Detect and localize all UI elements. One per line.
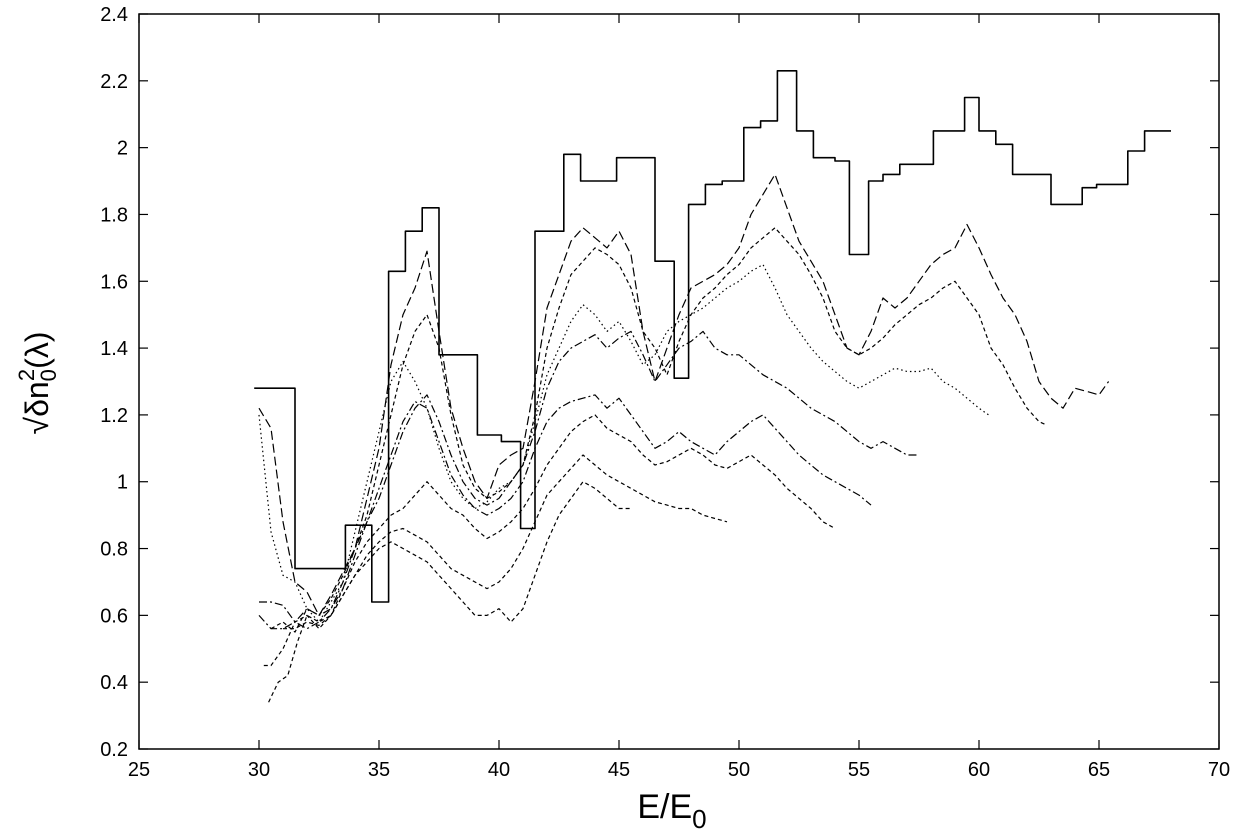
y-tick-label: 0.8 bbox=[100, 539, 128, 561]
x-tick-label: 55 bbox=[848, 759, 870, 781]
y-tick-label: 2.4 bbox=[100, 4, 128, 26]
series-line-5 bbox=[258, 330, 919, 630]
y-axis-label-tail: (λ) bbox=[19, 332, 55, 369]
series-layer bbox=[254, 70, 1171, 703]
series-line-4 bbox=[258, 264, 989, 623]
y-axis-label-subscript: 0 bbox=[36, 369, 61, 381]
y-axis-label-sqrt: √ bbox=[19, 416, 55, 434]
y-tick-label: 1.4 bbox=[100, 338, 128, 360]
x-axis-label-subscript: 0 bbox=[692, 804, 706, 834]
y-tick-label: 0.2 bbox=[100, 739, 128, 761]
series-line-3 bbox=[270, 227, 1047, 633]
series-line-1 bbox=[254, 70, 1171, 603]
x-tick-label: 35 bbox=[368, 759, 390, 781]
y-tick-label: 2 bbox=[117, 138, 128, 160]
y-tick-label: 1.2 bbox=[100, 405, 128, 427]
x-axis: 25 30 35 40 45 50 55 60 65 70 bbox=[128, 14, 1230, 781]
series-line-9 bbox=[283, 481, 631, 630]
x-tick-label: 30 bbox=[248, 759, 270, 781]
x-tick-label: 60 bbox=[968, 759, 990, 781]
series-line-7 bbox=[263, 414, 836, 667]
y-tick-label: 1 bbox=[117, 472, 128, 494]
y-tick-label: 1.8 bbox=[100, 204, 128, 226]
x-tick-label: 65 bbox=[1088, 759, 1110, 781]
x-tick-label: 45 bbox=[608, 759, 630, 781]
x-tick-label: 70 bbox=[1208, 759, 1230, 781]
series-line-8 bbox=[268, 454, 728, 703]
y-tick-label: 0.6 bbox=[100, 605, 128, 627]
series-line-6 bbox=[259, 394, 872, 630]
series-line-2 bbox=[258, 173, 1110, 616]
y-tick-label: 0.4 bbox=[100, 672, 128, 694]
y-axis-label: √δn02(λ) bbox=[14, 332, 61, 435]
x-tick-label: 25 bbox=[128, 759, 150, 781]
x-axis-label-main: E/E bbox=[637, 788, 692, 826]
plot-frame bbox=[138, 13, 1220, 750]
y-tick-label: 1.6 bbox=[100, 271, 128, 293]
y-axis-label-main: δn bbox=[19, 381, 55, 417]
x-axis-label: E/E0 bbox=[637, 788, 706, 834]
y-tick-label: 2.2 bbox=[100, 71, 128, 93]
x-tick-label: 40 bbox=[488, 759, 510, 781]
x-tick-label: 50 bbox=[728, 759, 750, 781]
y-axis-label-superscript: 2 bbox=[14, 369, 39, 381]
y-axis: 0.2 0.4 0.6 0.8 1 1.2 1.4 1.6 1.8 2 2.2 2.4 bbox=[100, 4, 1219, 761]
